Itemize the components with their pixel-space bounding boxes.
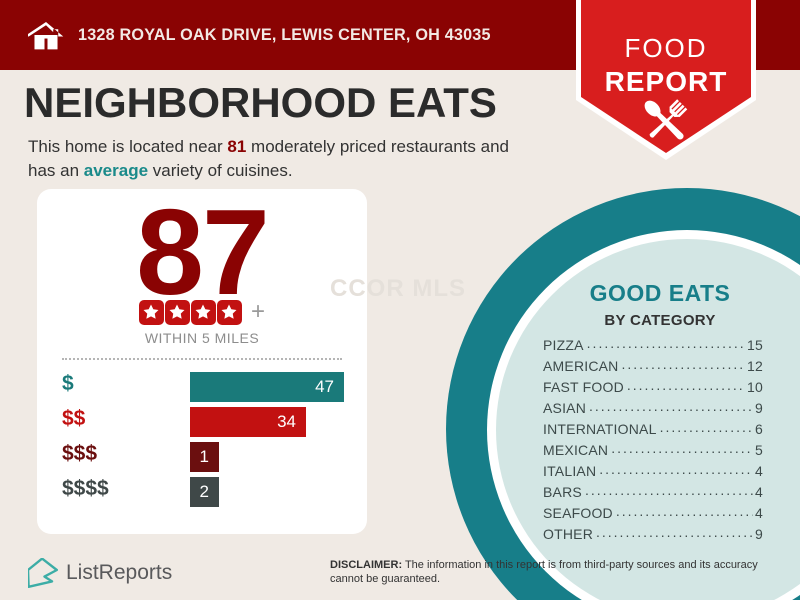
svg-text:FOOD: FOOD: [624, 33, 707, 63]
